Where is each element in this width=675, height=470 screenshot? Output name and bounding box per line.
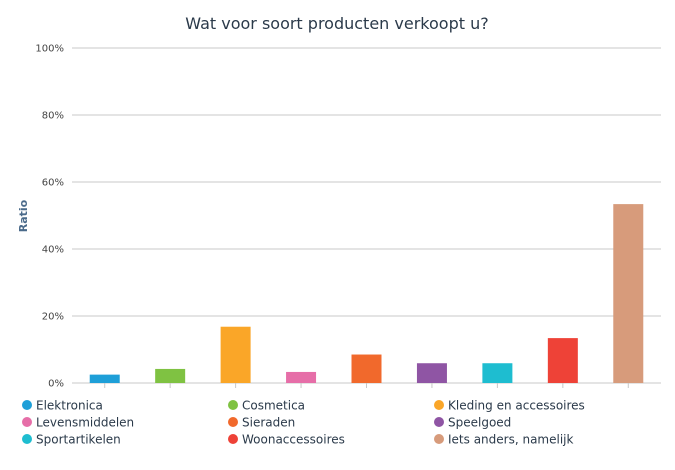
y-tick-label: 0% xyxy=(48,379,64,390)
legend-item[interactable]: Levensmiddelen xyxy=(22,416,134,430)
y-tick-label: 40% xyxy=(42,245,64,256)
legend-marker xyxy=(22,417,32,427)
chart-title: Wat voor soort producten verkoopt u? xyxy=(185,14,488,33)
legend-marker xyxy=(22,400,32,410)
legend-item[interactable]: Cosmetica xyxy=(228,399,305,413)
y-axis-label: Ratio xyxy=(17,199,30,232)
legend-marker xyxy=(22,434,32,444)
legend-item[interactable]: Kleding en accessoires xyxy=(434,399,585,413)
bar-3[interactable] xyxy=(220,326,251,383)
y-tick-label: 80% xyxy=(42,111,64,122)
legend-item[interactable]: Elektronica xyxy=(22,399,103,413)
legend-marker xyxy=(434,417,444,427)
y-tick-label: 60% xyxy=(42,178,64,189)
legend-item[interactable]: Sportartikelen xyxy=(22,433,121,447)
legend-item[interactable]: Iets anders, namelijk xyxy=(434,433,574,447)
bar-4[interactable] xyxy=(286,371,317,383)
legend-marker xyxy=(228,417,238,427)
legend-label: Sieraden xyxy=(242,416,295,430)
legend-label: Woonaccessoires xyxy=(242,433,345,447)
legend-marker xyxy=(434,434,444,444)
bar-6[interactable] xyxy=(416,363,447,383)
y-tick-label: 100% xyxy=(35,44,64,55)
legend-label: Speelgoed xyxy=(448,416,511,430)
bar-9[interactable] xyxy=(613,204,644,383)
legend-marker xyxy=(434,400,444,410)
y-axis-ticks: 0% 20% 40% 60% 80% 100% xyxy=(35,44,64,390)
legend-item[interactable]: Sieraden xyxy=(228,416,295,430)
x-axis-ticks xyxy=(104,383,629,388)
legend-marker xyxy=(228,400,238,410)
legend-label: Iets anders, namelijk xyxy=(448,433,574,447)
legend-item[interactable]: Woonaccessoires xyxy=(228,433,345,447)
legend-label: Elektronica xyxy=(36,399,103,413)
bar-7[interactable] xyxy=(482,363,513,383)
legend-marker xyxy=(228,434,238,444)
legend-label: Levensmiddelen xyxy=(36,416,134,430)
y-tick-label: 20% xyxy=(42,312,64,323)
legend-item[interactable]: Speelgoed xyxy=(434,416,511,430)
bar-2[interactable] xyxy=(155,368,186,383)
legend-label: Kleding en accessoires xyxy=(448,399,585,413)
legend-label: Sportartikelen xyxy=(36,433,121,447)
legend[interactable]: Elektronica Cosmetica Kleding en accessoir… xyxy=(22,399,585,447)
bar-8[interactable] xyxy=(547,338,578,383)
bar-5[interactable] xyxy=(351,354,382,383)
legend-label: Cosmetica xyxy=(242,399,305,413)
bars xyxy=(89,204,644,383)
bar-1[interactable] xyxy=(89,374,120,383)
grid xyxy=(72,47,661,384)
